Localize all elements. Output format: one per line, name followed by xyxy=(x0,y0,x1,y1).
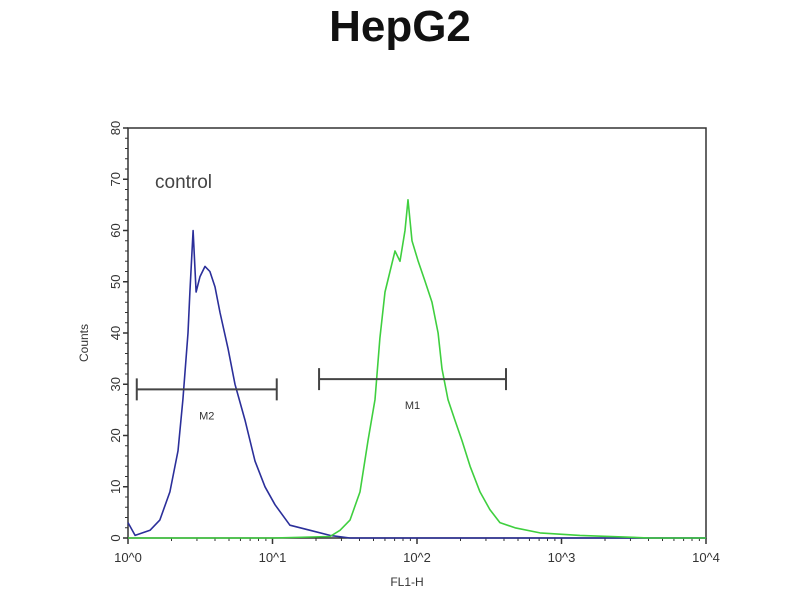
y-tick-label: 60 xyxy=(108,223,123,237)
control-label: control xyxy=(155,172,212,193)
y-tick-label: 80 xyxy=(108,121,123,135)
x-axis-label: FL1-H xyxy=(390,575,423,589)
x-tick-label: 10^3 xyxy=(548,550,576,565)
marker-label-M1: M1 xyxy=(405,400,420,412)
y-tick-label: 50 xyxy=(108,275,123,289)
x-tick-label: 10^4 xyxy=(692,550,720,565)
chart-title: HepG2 xyxy=(329,2,471,51)
x-tick-label: 10^2 xyxy=(403,550,431,565)
y-tick-label: 0 xyxy=(108,534,123,541)
x-tick-label: 10^1 xyxy=(259,550,287,565)
marker-label-M2: M2 xyxy=(199,410,214,422)
x-tick-label: 10^0 xyxy=(114,550,142,565)
plot-frame xyxy=(127,127,707,539)
y-tick-label: 10 xyxy=(108,480,123,494)
y-tick-label: 30 xyxy=(108,377,123,391)
y-axis-label: Counts xyxy=(77,324,91,362)
y-tick-label: 40 xyxy=(108,326,123,340)
histogram-series-1 xyxy=(127,229,706,539)
histogram-series-2 xyxy=(128,199,706,539)
y-tick-label: 70 xyxy=(108,172,123,186)
y-tick-label: 20 xyxy=(108,428,123,442)
